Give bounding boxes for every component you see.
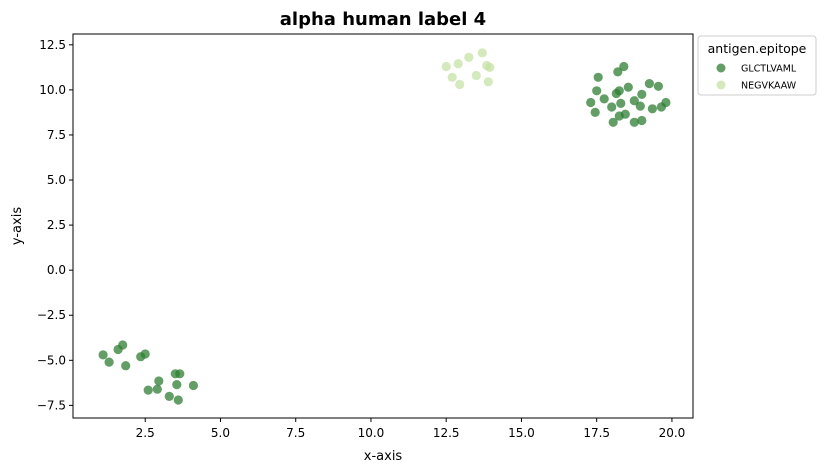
data-point-glctlvaml-15 (188, 380, 198, 391)
data-point-glctlvaml-33 (635, 101, 645, 111)
x-tick-label: 5.0 (211, 426, 230, 440)
x-tick-label: 7.5 (286, 426, 305, 440)
data-point-glctlvaml-27 (616, 98, 626, 108)
x-axis-label: x-axis (364, 449, 403, 464)
y-tick-label: 7.5 (47, 128, 66, 142)
data-point-glctlvaml-7 (143, 385, 153, 395)
x-tick-label: 2.5 (136, 426, 155, 440)
y-tick-label: 12.5 (39, 38, 66, 52)
data-point-negvkaaw-8 (485, 62, 495, 72)
chart-title: alpha human label 4 (280, 9, 486, 30)
y-tick-label: −2.5 (37, 308, 66, 322)
y-tick-label: 5.0 (47, 173, 66, 187)
y-tick-label: −7.5 (37, 398, 66, 412)
x-tick-label: 12.5 (433, 426, 460, 440)
data-point-glctlvaml-29 (620, 109, 630, 119)
data-point-negvkaaw-9 (483, 77, 493, 87)
legend-marker-negvkaaw (716, 80, 726, 90)
data-point-negvkaaw-1 (447, 72, 457, 82)
data-point-glctlvaml-9 (154, 376, 164, 386)
data-point-negvkaaw-3 (455, 79, 465, 90)
data-point-glctlvaml-36 (644, 79, 655, 89)
data-point-glctlvaml-0 (98, 350, 108, 360)
data-point-glctlvaml-1 (104, 357, 114, 367)
data-point-glctlvaml-24 (613, 67, 623, 77)
data-point-negvkaaw-0 (441, 61, 451, 72)
data-point-glctlvaml-18 (592, 86, 602, 96)
data-point-glctlvaml-14 (175, 369, 185, 379)
data-point-glctlvaml-3 (118, 340, 128, 350)
data-point-glctlvaml-38 (653, 81, 664, 91)
x-tick-label: 10.0 (358, 426, 385, 440)
data-point-glctlvaml-16 (586, 97, 596, 108)
data-point-glctlvaml-17 (590, 107, 600, 117)
data-point-glctlvaml-21 (607, 102, 617, 112)
data-point-glctlvaml-37 (647, 104, 658, 114)
data-point-glctlvaml-31 (629, 96, 639, 106)
y-tick-label: 0.0 (47, 263, 66, 277)
data-point-glctlvaml-19 (593, 72, 603, 82)
legend-marker-glctlvaml (716, 63, 726, 73)
legend-label-glctlvaml: GLCTLVAML (741, 64, 797, 75)
data-point-glctlvaml-30 (623, 82, 633, 92)
y-tick-label: 2.5 (47, 218, 66, 232)
x-tick-label: 17.5 (583, 426, 610, 440)
data-point-glctlvaml-34 (637, 115, 647, 126)
legend-label-negvkaaw: NEGVKAAW (741, 81, 797, 92)
y-tick-label: −5.0 (37, 353, 66, 367)
data-point-glctlvaml-40 (661, 97, 671, 108)
y-axis-ticks: −7.5 −5.0 −2.5 0.0 2.5 5.0 7.5 10.0 12.5 (37, 38, 73, 412)
data-point-glctlvaml-8 (152, 384, 162, 394)
data-point-glctlvaml-4 (121, 361, 131, 371)
data-point-glctlvaml-22 (608, 117, 618, 127)
x-tick-label: 20.0 (659, 426, 686, 440)
plot-area-frame (72, 33, 694, 419)
legend: antigen.epitope GLCTLVAML NEGVKAAW (697, 35, 817, 96)
data-point-glctlvaml-35 (637, 89, 647, 99)
data-point-glctlvaml-12 (172, 380, 182, 390)
data-point-negvkaaw-2 (453, 59, 463, 69)
data-point-negvkaaw-5 (471, 70, 481, 81)
data-point-glctlvaml-20 (599, 94, 609, 104)
x-tick-label: 15.0 (508, 426, 535, 440)
data-point-negvkaaw-6 (477, 48, 487, 58)
data-point-negvkaaw-4 (464, 52, 474, 63)
y-tick-label: 10.0 (39, 83, 66, 97)
data-point-glctlvaml-13 (173, 395, 183, 405)
data-point-glctlvaml-28 (619, 61, 629, 72)
y-axis-label: y-axis (10, 207, 25, 245)
legend-title: antigen.epitope (708, 41, 807, 56)
data-point-glctlvaml-10 (164, 391, 174, 401)
x-axis-ticks: 2.5 5.0 7.5 10.0 12.5 15.0 17.5 20.0 (136, 418, 686, 440)
points-layer (98, 48, 671, 405)
data-point-glctlvaml-6 (140, 349, 150, 359)
legend-frame (697, 35, 817, 96)
data-point-glctlvaml-26 (614, 86, 624, 96)
data-point-glctlvaml-32 (629, 117, 639, 127)
